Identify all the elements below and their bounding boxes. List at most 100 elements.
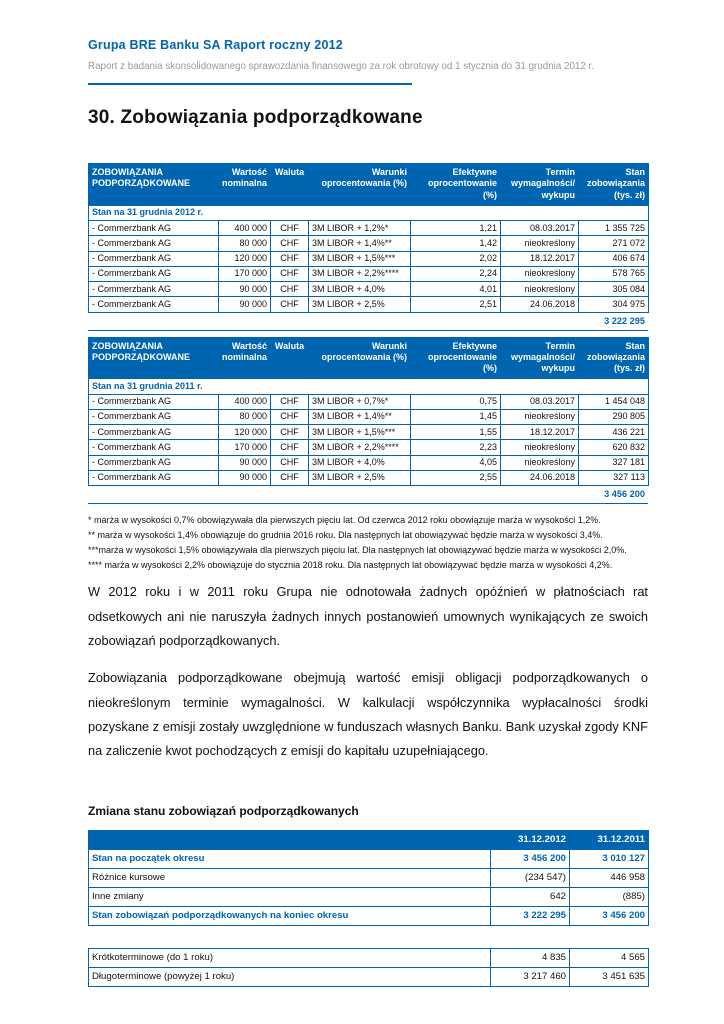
liabilities-table-2012: ZOBOWIĄZANIA PODPORZĄDKOWANE Wartość nom… <box>88 163 649 313</box>
col-header-maturity: Termin wymagalności/ wykupu <box>500 336 579 380</box>
cell-balance: 290 805 <box>578 408 649 426</box>
col-header-maturity: Termin wymagalności/ wykupu <box>500 163 579 206</box>
cell-label: Stan na początek okresu <box>88 848 491 869</box>
col-header-currency: Waluta <box>270 163 309 206</box>
cell-currency: CHF <box>270 439 309 456</box>
cell-currency: CHF <box>270 219 309 237</box>
cell-effective: 2,02 <box>410 250 501 267</box>
cell-value-2011: (885) <box>569 886 649 907</box>
cell-maturity: 08.03.2017 <box>500 393 579 410</box>
col-header-liabilities: ZOBOWIĄZANIA PODPORZĄDKOWANE <box>88 163 219 206</box>
footnote-2: ** marża w wysokości 1,4% obowiązuje do … <box>88 529 603 540</box>
cell-value-2012: (234 547) <box>490 867 570 888</box>
footnote-1: * marża w wysokości 0,7% obowiązywała dl… <box>88 515 601 525</box>
cell-balance: 271 072 <box>578 235 649 252</box>
cell-nominal: 90 000 <box>218 454 271 471</box>
col-header-nominal: Wartość nominalna <box>218 163 271 206</box>
cell-name: - Commerzbank AG <box>88 250 219 267</box>
cell-currency: CHF <box>270 454 309 471</box>
cell-terms: 3M LIBOR + 1,4%** <box>308 408 411 426</box>
col-header-balance: Stan zobowiązania (tys. zł) <box>578 163 649 206</box>
col-header-effective: Efektywne oprocentowanie (%) <box>410 336 501 380</box>
cell-effective: 1,21 <box>410 219 501 237</box>
col-header-effective: Efektywne oprocentowanie (%) <box>410 163 501 206</box>
cell-value-2011: 3 451 635 <box>569 966 649 987</box>
cell-name: - Commerzbank AG <box>88 454 219 471</box>
change-table: 31.12.2012 31.12.2011 Stan na początek o… <box>88 829 649 926</box>
cell-effective: 4,01 <box>410 280 501 298</box>
cell-nominal: 120 000 <box>218 250 271 267</box>
table-row: - Commerzbank AG 90 000 CHF 3M LIBOR + 4… <box>88 454 649 471</box>
cell-terms: 3M LIBOR + 1,4%** <box>308 235 411 252</box>
maturity-row-short: Krótkoterminowe (do 1 roku) 4 835 4 565 <box>88 947 649 968</box>
col-header-balance: Stan zobowiązania (tys. zł) <box>578 336 649 380</box>
table-header-row: ZOBOWIĄZANIA PODPORZĄDKOWANE Wartość nom… <box>88 163 649 206</box>
cell-name: - Commerzbank AG <box>88 423 219 441</box>
cell-currency: CHF <box>270 423 309 441</box>
cell-maturity: nieokreślony <box>500 439 579 456</box>
paragraph-bonds: Zobowiązania podporządkowane obejmują wa… <box>88 670 648 759</box>
col-header-nominal: Wartość nominalna <box>218 336 271 380</box>
change-row-opening: Stan na początek okresu 3 456 200 3 010 … <box>88 848 649 869</box>
cell-value-2012: 4 835 <box>490 947 570 968</box>
cell-value-2011: 446 958 <box>569 867 649 888</box>
cell-nominal: 90 000 <box>218 280 271 298</box>
cell-terms: 3M LIBOR + 4,0% <box>308 280 411 298</box>
cell-name: - Commerzbank AG <box>88 265 219 283</box>
table-row: - Commerzbank AG 400 000 CHF 3M LIBOR + … <box>88 219 649 237</box>
cell-effective: 4,05 <box>410 454 501 471</box>
cell-terms: 3M LIBOR + 4,0% <box>308 454 411 471</box>
cell-effective: 2,23 <box>410 439 501 456</box>
cell-terms: 3M LIBOR + 1,5%*** <box>308 250 411 267</box>
table-row: - Commerzbank AG 170 000 CHF 3M LIBOR + … <box>88 439 649 456</box>
cell-value-2011: 3 456 200 <box>569 905 649 926</box>
report-header-subtitle: Raport z badania skonsolidowanego sprawo… <box>88 61 594 72</box>
table-row: - Commerzbank AG 120 000 CHF 3M LIBOR + … <box>88 423 649 441</box>
table-header-row: ZOBOWIĄZANIA PODPORZĄDKOWANE Wartość nom… <box>88 336 649 380</box>
cell-nominal: 170 000 <box>218 439 271 456</box>
cell-nominal: 80 000 <box>218 408 271 426</box>
cell-terms: 3M LIBOR + 1,2%* <box>308 219 411 237</box>
cell-terms: 3M LIBOR + 2,5% <box>308 296 411 313</box>
cell-effective: 1,45 <box>410 408 501 426</box>
cell-maturity: 24.06.2018 <box>500 469 579 487</box>
change-row-other: Inne zmiany 642 (885) <box>88 886 649 907</box>
table-row: - Commerzbank AG 80 000 CHF 3M LIBOR + 1… <box>88 408 649 426</box>
cell-terms: 3M LIBOR + 2,2%**** <box>308 439 411 456</box>
cell-balance: 304 975 <box>578 296 649 313</box>
cell-balance: 327 181 <box>578 454 649 471</box>
cell-balance: 1 454 048 <box>578 393 649 410</box>
table-total-2012: 3 222 295 <box>88 313 648 331</box>
cell-effective: 2,24 <box>410 265 501 283</box>
cell-effective: 2,55 <box>410 469 501 487</box>
cell-nominal: 400 000 <box>218 219 271 237</box>
cell-effective: 1,55 <box>410 423 501 441</box>
table-row: - Commerzbank AG 90 000 CHF 3M LIBOR + 4… <box>88 280 649 298</box>
maturity-row-long: Długoterminowe (powyżej 1 roku) 3 217 46… <box>88 966 649 987</box>
cell-currency: CHF <box>270 235 309 252</box>
table-row: - Commerzbank AG 90 000 CHF 3M LIBOR + 2… <box>88 296 649 313</box>
table-row: - Commerzbank AG 90 000 CHF 3M LIBOR + 2… <box>88 469 649 487</box>
table-row: - Commerzbank AG 170 000 CHF 3M LIBOR + … <box>88 265 649 283</box>
cell-nominal: 170 000 <box>218 265 271 283</box>
cell-maturity: 08.03.2017 <box>500 219 579 237</box>
cell-value-2012: 3 217 460 <box>490 966 570 987</box>
cell-balance: 406 674 <box>578 250 649 267</box>
cell-balance: 620 832 <box>578 439 649 456</box>
cell-value-2011: 4 565 <box>569 947 649 968</box>
cell-maturity: nieokreślony <box>500 235 579 252</box>
page-title: 30. Zobowiązania podporządkowane <box>88 107 423 128</box>
footnote-4: **** marża w wysokości 2,2% obowiązuje d… <box>88 559 613 570</box>
col-header-liabilities: ZOBOWIĄZANIA PODPORZĄDKOWANE <box>88 336 219 380</box>
table-section-row: Stan na 31 grudnia 2012 r. <box>88 204 649 222</box>
cell-currency: CHF <box>270 469 309 487</box>
header-divider <box>88 83 412 85</box>
change-table-header-row: 31.12.2012 31.12.2011 <box>88 829 649 850</box>
col-header-empty <box>88 829 491 850</box>
cell-label: Inne zmiany <box>88 886 491 907</box>
cell-balance: 578 765 <box>578 265 649 283</box>
col-header-2011: 31.12.2011 <box>569 829 649 850</box>
cell-maturity: 24.06.2018 <box>500 296 579 313</box>
cell-name: - Commerzbank AG <box>88 408 219 426</box>
cell-name: - Commerzbank AG <box>88 296 219 313</box>
